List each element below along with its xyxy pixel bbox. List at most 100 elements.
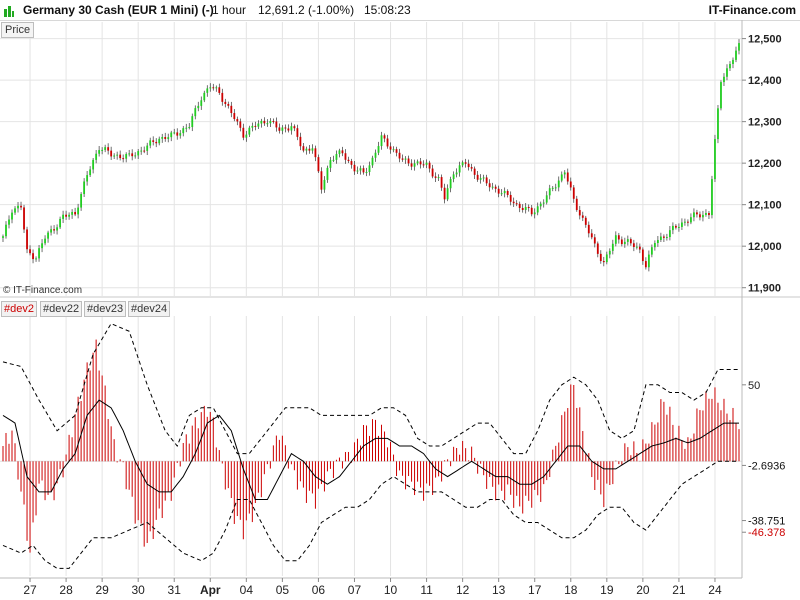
candle-body — [386, 138, 389, 147]
candle-body — [614, 235, 617, 244]
candle-body — [155, 141, 158, 144]
candle-body — [584, 217, 587, 225]
candle-body — [293, 126, 296, 129]
candle-body — [668, 230, 671, 238]
candle-body — [17, 205, 19, 209]
x-tick-label: 10 — [384, 583, 398, 597]
time-label: 15:08:23 — [364, 3, 411, 17]
candle-body — [188, 127, 191, 129]
candle-body — [419, 161, 422, 165]
candle-body — [659, 236, 662, 240]
candle-body — [116, 154, 119, 156]
candle-body — [506, 190, 509, 195]
candle-body — [404, 158, 407, 160]
candle-body — [401, 158, 404, 160]
candle-body — [566, 172, 569, 182]
x-tick-label: 12 — [456, 583, 470, 597]
candle-body — [515, 203, 518, 205]
candle-body — [200, 100, 203, 106]
candle-body — [578, 210, 581, 216]
candle-body — [203, 92, 206, 101]
candle-body — [47, 232, 49, 239]
tab-dev2[interactable]: #dev2 — [1, 301, 37, 317]
candle-body — [197, 105, 200, 109]
candle-body — [518, 203, 521, 208]
candle-body — [350, 161, 353, 165]
candle-body — [395, 149, 398, 153]
candle-body — [245, 134, 248, 138]
candle-body — [152, 140, 155, 142]
tab-dev23[interactable]: #dev23 — [84, 301, 127, 317]
candle-body — [368, 165, 371, 172]
candle-body — [662, 236, 665, 238]
interval-label: 1 hour — [212, 3, 247, 17]
candle-body — [446, 188, 449, 200]
price-panel-label[interactable]: Price — [1, 22, 35, 38]
candle-body — [491, 186, 494, 188]
candle-body — [41, 243, 43, 249]
candle-body — [524, 207, 527, 211]
candle-body — [251, 125, 254, 128]
candle-body — [413, 163, 416, 167]
tab-dev24[interactable]: #dev24 — [128, 301, 171, 317]
candle-body — [572, 187, 575, 199]
candle-body — [281, 127, 284, 131]
candle-body — [732, 59, 734, 65]
candle-body — [62, 214, 64, 219]
candle-body — [512, 201, 515, 204]
candle-body — [191, 116, 194, 128]
candle-body — [164, 137, 167, 139]
candle-body — [647, 254, 650, 268]
x-tick-label: 20 — [636, 583, 650, 597]
candle-body — [617, 235, 620, 240]
candle-body — [653, 243, 656, 248]
value-label: -46.378 — [748, 527, 785, 539]
candle-body — [723, 76, 725, 83]
candle-body — [83, 181, 86, 195]
candle-body — [632, 243, 635, 247]
candle-body — [182, 128, 185, 134]
candle-body — [218, 87, 221, 93]
bar-chart-icon — [4, 6, 14, 17]
candle-body — [428, 162, 431, 169]
candle-body — [101, 149, 104, 151]
candle-body — [56, 227, 58, 231]
candle-body — [503, 190, 506, 194]
candle-body — [170, 132, 173, 138]
candle-body — [275, 121, 278, 128]
x-tick-label: 18 — [564, 583, 578, 597]
candle-body — [735, 50, 737, 60]
price-tick-label: 12,100 — [748, 200, 782, 212]
candle-body — [443, 187, 446, 200]
candle-body — [726, 68, 728, 77]
axes: 11,900 12,000 12,100 12,200 12,300 12,400 12,5… — [0, 20, 800, 597]
candle-body — [593, 237, 596, 244]
candle-body — [125, 154, 128, 159]
candle-body — [65, 214, 67, 217]
tab-dev22[interactable]: #dev22 — [40, 301, 83, 317]
price-tick-label: 12,200 — [748, 158, 782, 170]
candle-body — [113, 155, 116, 157]
candle-body — [146, 145, 149, 151]
candle-body — [620, 239, 623, 245]
candle-body — [392, 149, 395, 151]
candle-body — [302, 146, 305, 151]
candle-body — [687, 221, 689, 223]
candle-body — [563, 172, 566, 175]
candle-body — [329, 160, 332, 168]
x-tick-label: 17 — [528, 583, 542, 597]
candle-body — [314, 148, 317, 158]
candle-body — [266, 123, 269, 125]
x-tick-label: 21 — [672, 583, 686, 597]
x-tick-label: 05 — [276, 583, 290, 597]
candle-body — [359, 168, 362, 171]
candle-body — [644, 261, 647, 268]
candle-body — [53, 229, 55, 231]
candle-body — [605, 254, 608, 263]
candle-body — [681, 222, 683, 227]
candle-body — [107, 147, 110, 151]
candle-body — [720, 82, 722, 109]
candle-body — [569, 181, 572, 188]
candle-body — [542, 202, 545, 204]
candle-body — [299, 136, 302, 147]
